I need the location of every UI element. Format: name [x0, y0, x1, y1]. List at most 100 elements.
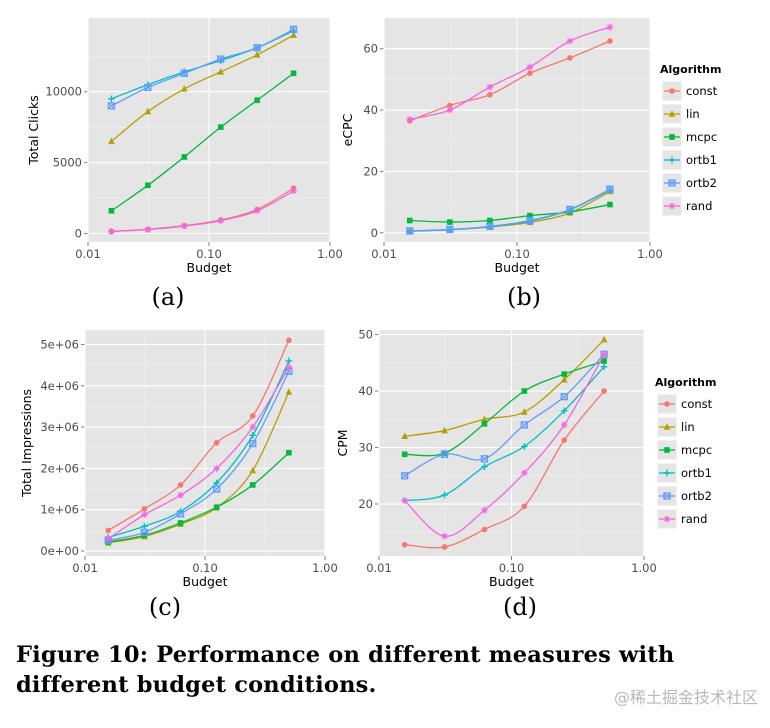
series-line-rand	[107, 366, 290, 540]
legend-marker-lin	[663, 423, 671, 430]
point-const	[601, 388, 607, 394]
point-mcpc	[177, 520, 184, 526]
point-mcpc	[521, 388, 528, 394]
y-tick-label: 20	[363, 164, 378, 178]
point-const	[141, 506, 148, 512]
legend-marker-ortb2-cross	[668, 179, 676, 187]
point-mcpc	[145, 182, 151, 189]
point-rand	[401, 497, 408, 504]
series-rand	[104, 363, 293, 542]
legend-marker-rand	[663, 515, 671, 523]
y-tick-label: 0e+00	[40, 544, 79, 558]
point-ortb2	[253, 44, 261, 52]
point-ortb2	[520, 421, 528, 429]
y-axis-label: eCPC	[340, 113, 355, 146]
legend-item-ortb2: ortb2	[656, 485, 712, 507]
x-tick-label: 0.10	[504, 247, 530, 261]
point-lin	[521, 408, 528, 415]
point-lin	[560, 375, 568, 383]
x-tick-label: 0.01	[371, 247, 397, 261]
point-rand	[446, 106, 454, 114]
point-ortb2-cross	[144, 84, 152, 91]
point-lin	[600, 335, 608, 343]
x-axis-label: Budget	[495, 260, 540, 275]
point-ortb2	[406, 227, 414, 235]
panel-label: (c)	[149, 593, 181, 621]
point-ortb2	[140, 528, 149, 537]
legend-item-rand: rand	[656, 508, 707, 530]
point-ortb2-cross	[108, 102, 115, 110]
legend-marker-ortb2-cross	[663, 492, 671, 500]
legend-marker-lin	[668, 110, 676, 117]
point-ortb2-cross	[406, 227, 414, 235]
point-mcpc	[441, 450, 448, 456]
point-rand	[441, 532, 448, 540]
legend-marker-mcpc	[669, 134, 675, 140]
y-tick-label: 0	[75, 226, 82, 240]
point-const	[401, 541, 408, 548]
panel-label: (d)	[503, 593, 537, 621]
point-ortb2-cross	[249, 440, 257, 447]
point-rand	[104, 535, 112, 542]
point-rand	[526, 63, 534, 71]
point-lin	[108, 137, 115, 145]
point-mcpc	[527, 212, 533, 219]
legend-label: ortb1	[681, 466, 712, 480]
x-tick-label: 1.00	[312, 561, 338, 575]
point-const	[213, 439, 220, 446]
point-const	[441, 544, 448, 550]
point-ortb2	[486, 222, 494, 231]
point-mcpc	[249, 482, 256, 488]
series-const	[401, 388, 607, 550]
point-ortb2-cross	[253, 44, 261, 52]
legend-label: rand	[686, 199, 712, 213]
legend-marker-rand	[668, 202, 676, 210]
x-axis-label: Budget	[187, 260, 232, 275]
point-mcpc	[108, 208, 115, 214]
point-const	[249, 413, 256, 419]
point-ortb1	[560, 407, 568, 415]
legend-label: ortb1	[686, 153, 717, 167]
point-ortb2-cross	[180, 69, 188, 77]
y-axis-label: CPM	[335, 429, 350, 456]
panel-label: (b)	[507, 283, 541, 311]
point-ortb2	[446, 225, 454, 234]
legend-marker-const	[664, 401, 670, 407]
legend-marker-ortb1	[668, 156, 676, 164]
point-mcpc	[286, 449, 292, 456]
series-line-mcpc	[111, 72, 294, 212]
point-ortb1	[521, 443, 528, 450]
point-mcpc	[607, 201, 613, 208]
legend-label: ortb2	[681, 489, 712, 503]
series-rand	[108, 187, 297, 235]
watermark-text: @稀土掘金技术社区	[613, 688, 758, 707]
x-axis-label: Budget	[183, 574, 228, 589]
legend-label: rand	[681, 512, 707, 526]
series-lin	[401, 335, 608, 440]
point-lin	[401, 432, 408, 440]
chart-panel-1: 0 5000 10000 0.01 0.10 1.00 Budget Total Clicks…	[26, 18, 343, 311]
x-tick-label: 0.01	[72, 561, 98, 575]
point-ortb1	[285, 357, 293, 365]
legend-marker-const	[669, 88, 675, 94]
series-line-lin	[404, 339, 605, 437]
x-tick-label: 1.00	[631, 561, 657, 575]
y-tick-label: 20	[358, 497, 373, 511]
point-const	[521, 503, 528, 510]
point-ortb2	[289, 25, 298, 33]
point-rand	[606, 23, 614, 31]
series-lin	[108, 31, 297, 145]
legend-item-mcpc: mcpc	[661, 126, 717, 148]
point-const	[447, 102, 453, 109]
series-line-const	[409, 40, 611, 122]
point-rand	[181, 222, 188, 230]
legend-marker-mcpc	[664, 447, 670, 453]
chart-panel-4: 20 30 40 50 0.01 0.10 1.00 Budget CPM (d) Algorith…	[335, 328, 716, 621]
y-axis-label: Total Clicks	[26, 95, 41, 165]
legend-marker-ortb2	[663, 492, 671, 500]
point-ortb2	[144, 83, 152, 92]
legend-item-ortb2: ortb2	[661, 172, 717, 194]
y-tick-label: 3e+06	[40, 420, 79, 434]
point-ortb2-cross	[177, 510, 184, 518]
point-mcpc	[213, 504, 220, 511]
